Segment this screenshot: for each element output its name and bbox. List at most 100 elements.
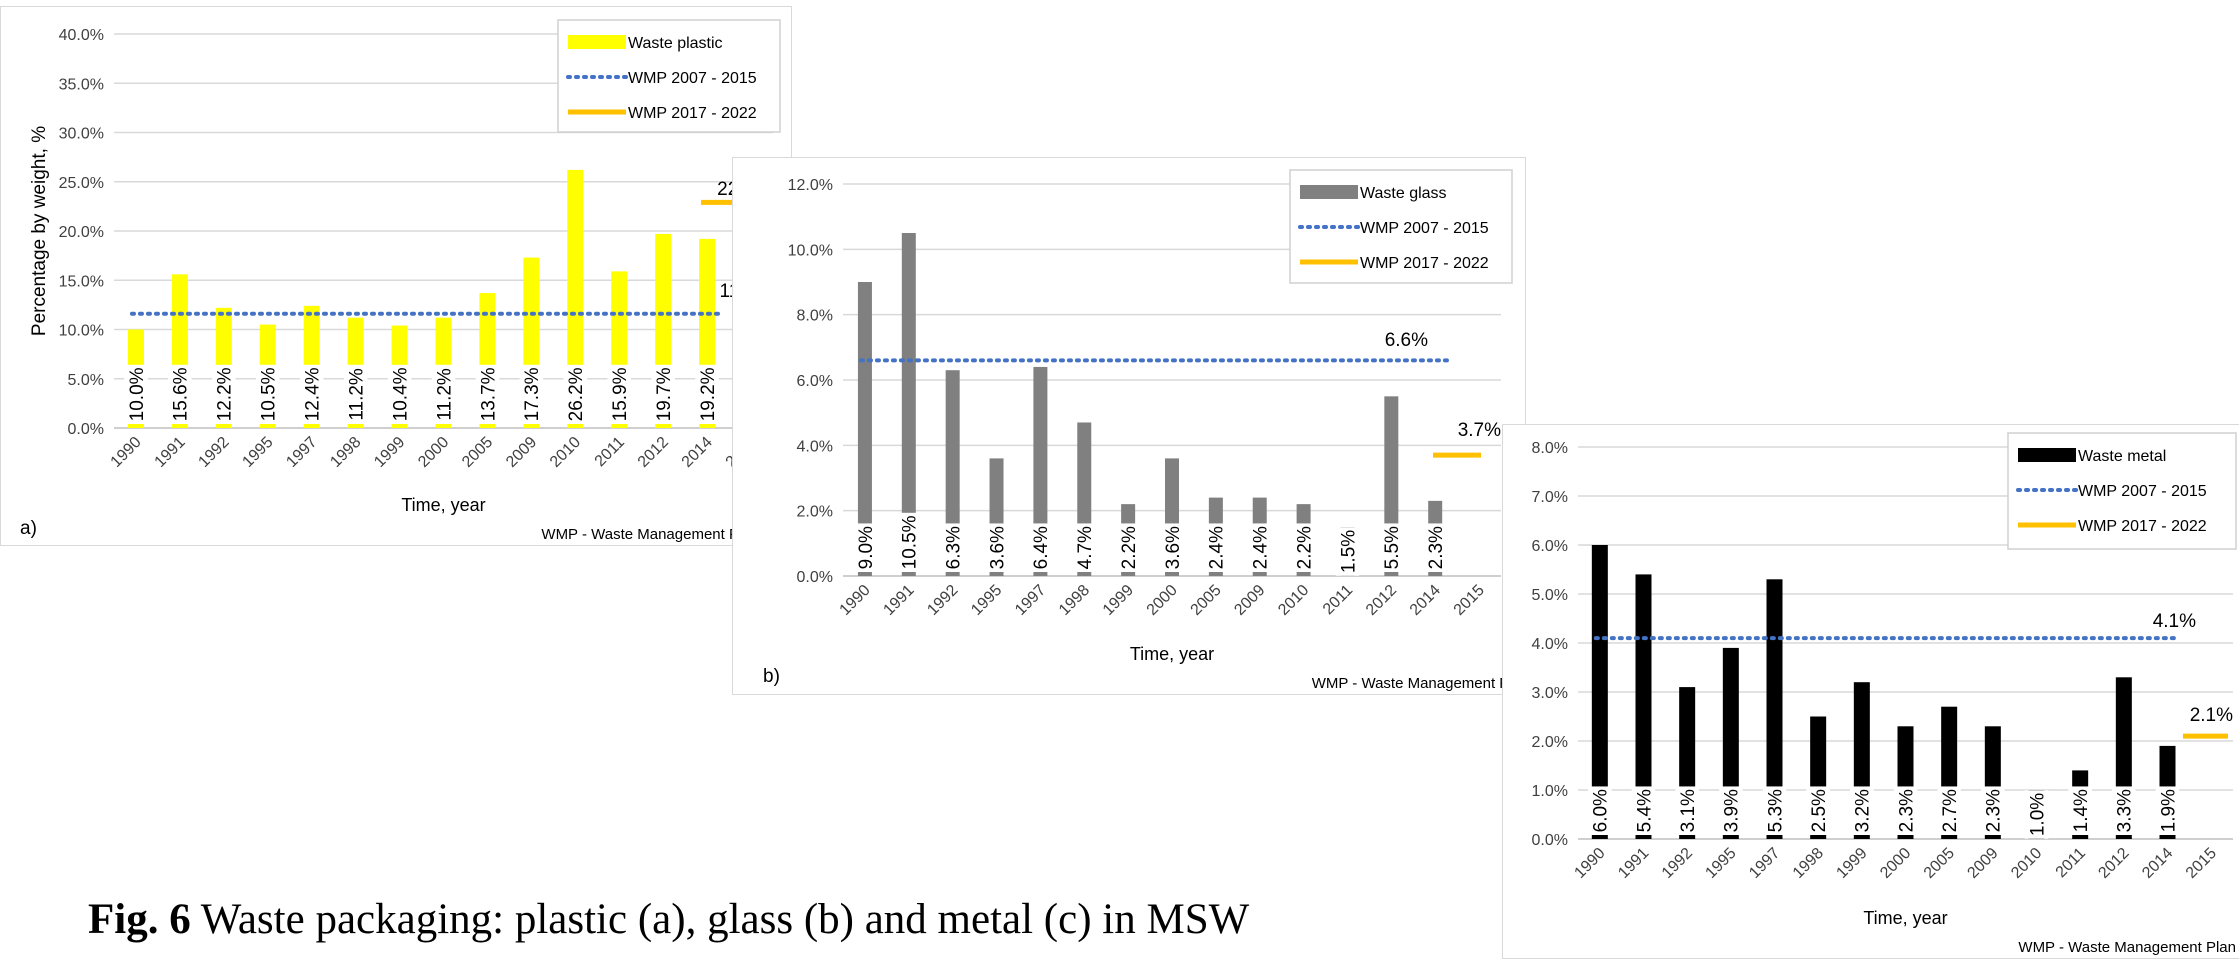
glass-data-label: 6.4% — [1031, 526, 1052, 569]
plastic-data-label-group: 13.7% — [475, 364, 499, 424]
metal-data-label: 6.0% — [1591, 789, 1612, 832]
chart-metal: 0.0% 1.0% 2.0% 3.0% 4.0% 5.0% 6.0% 7.0% 8.0% 6.0%… — [1532, 432, 2237, 956]
plastic-x-tick-label: 1998 — [327, 434, 364, 471]
metal-data-label-group: 3.1% — [1675, 786, 1699, 836]
chart-plastic: 0.0% 5.0% 10.0% 15.0% 20.0% 25.0% 30.0% 35.0% 40… — [20, 19, 781, 543]
metal-data-label: 2.7% — [1940, 789, 1961, 832]
metal-data-label-bg — [1806, 786, 1830, 836]
metal-wmp-2007-2015-label: 4.1% — [2153, 611, 2196, 632]
glass-data-label: 2.3% — [1426, 526, 1447, 569]
metal-x-axis-title: Time, year — [1863, 908, 1947, 928]
glass-x-tick-label: 1998 — [1056, 582, 1093, 619]
metal-x-tick-label: 2014 — [2139, 845, 2176, 882]
glass-x-tick-label: 1990 — [837, 582, 874, 619]
plastic-legend-label: WMP 2007 - 2015 — [628, 70, 757, 87]
metal-data-label-group: 5.3% — [1762, 786, 1787, 836]
glass-x-tick-label: 2005 — [1188, 582, 1225, 619]
glass-data-label: 4.7% — [1075, 526, 1096, 569]
metal-data-label-bg — [1588, 786, 1612, 836]
metal-data-label: 2.5% — [1809, 789, 1830, 832]
metal-data-label-group: 3.9% — [1719, 786, 1743, 836]
metal-data-label: 5.4% — [1634, 789, 1655, 832]
plastic-data-label-group: 11.2% — [431, 364, 455, 424]
glass-data-label-group: 2.2% — [1291, 523, 1315, 573]
glass-data-label: 5.5% — [1382, 526, 1403, 569]
plastic-data-label-group: 15.9% — [607, 364, 632, 424]
metal-data-label-bg — [2112, 786, 2136, 836]
metal-data-label-bg — [1850, 786, 1874, 836]
metal-data-label-bg — [2024, 790, 2049, 839]
metal-data-label: 3.1% — [1678, 789, 1699, 832]
glass-x-tick-label: 1999 — [1100, 582, 1137, 619]
plastic-x-tick-label: 2010 — [547, 434, 584, 471]
metal-bar-1997 — [1766, 579, 1783, 839]
metal-x-tick-label: 1999 — [1833, 845, 1870, 882]
glass-y-tick-label: 2.0% — [797, 504, 833, 521]
glass-x-tick-label: 2011 — [1320, 582, 1356, 618]
glass-data-label-group: 2.2% — [1116, 523, 1140, 573]
glass-x-axis-title: Time, year — [1130, 644, 1214, 664]
metal-y-tick-label: 7.0% — [1532, 489, 1568, 506]
metal-data-label-bg — [2068, 786, 2092, 836]
plastic-data-label: 11.2% — [346, 368, 367, 421]
metal-legend-label: WMP 2017 - 2022 — [2078, 518, 2207, 535]
metal-data-label-bg — [1762, 786, 1787, 836]
metal-data-label-group: 2.5% — [1806, 786, 1830, 836]
plastic-x-tick-label: 1999 — [371, 434, 408, 471]
metal-x-tick-label: 1992 — [1659, 845, 1696, 882]
glass-data-label-bg — [1028, 523, 1053, 573]
plastic-legend-label: WMP 2017 - 2022 — [628, 105, 757, 122]
glass-data-label: 2.2% — [1294, 526, 1315, 569]
glass-bar-1990 — [857, 282, 872, 576]
plastic-x-tick-label: 2014 — [679, 434, 716, 471]
glass-data-label-group: 6.3% — [940, 523, 965, 573]
plastic-data-label-bg — [695, 364, 719, 424]
glass-data-label-bg — [1247, 523, 1272, 573]
glass-data-label: 1.5% — [1338, 530, 1359, 573]
glass-data-label-group: 9.0% — [853, 523, 877, 573]
metal-x-tick-label: 1995 — [1702, 845, 1739, 882]
metal-x-tick-label: 1991 — [1615, 845, 1652, 882]
glass-data-label-bg — [1379, 523, 1404, 573]
glass-data-label-group: 6.4% — [1028, 523, 1053, 573]
plastic-data-label-group: 26.2% — [563, 364, 587, 424]
plastic-data-label: 12.4% — [303, 367, 324, 421]
plastic-x-tick-label: 2011 — [592, 434, 628, 470]
plastic-data-label-bg — [255, 364, 280, 424]
plastic-x-tick-label: 2005 — [459, 434, 496, 471]
plastic-data-label-group: 12.4% — [299, 364, 324, 424]
glass-data-label-group: 4.7% — [1072, 523, 1096, 573]
metal-wmp-2017-2022-label: 2.1% — [2190, 705, 2233, 726]
glass-data-label-bg — [853, 523, 877, 573]
plastic-x-tick-label: 1992 — [195, 434, 232, 471]
metal-data-label-group: 1.0% — [2024, 790, 2049, 839]
glass-wmp-note: WMP - Waste Management Pla — [1312, 675, 1522, 692]
metal-data-label: 3.2% — [1853, 789, 1874, 832]
plastic-y-tick-label: 30.0% — [59, 126, 104, 143]
plastic-data-label-bg — [124, 364, 148, 424]
metal-data-label-bg — [1981, 786, 2005, 836]
metal-wmp-note: WMP - Waste Management Plan — [2018, 939, 2236, 956]
plastic-x-tick-label: 1991 — [152, 434, 189, 471]
glass-data-label-bg — [897, 512, 921, 572]
plastic-x-tick-label: 1990 — [108, 434, 145, 471]
plastic-bar-2010 — [567, 169, 584, 428]
metal-x-tick-label: 2011 — [2053, 845, 2089, 881]
plastic-data-label: 13.7% — [478, 367, 499, 421]
metal-legend-label: Waste metal — [2078, 448, 2166, 465]
plastic-data-label-bg — [607, 364, 632, 424]
glass-legend-swatch-bars — [1300, 185, 1358, 199]
plastic-y-tick-label: 40.0% — [59, 27, 104, 44]
metal-data-label-group: 3.3% — [2112, 786, 2136, 836]
chart-panel-glass: 0.0% 2.0% 4.0% 6.0% 8.0% 10.0% 12.0% 9.0% 10.5% 6… — [732, 157, 1526, 695]
metal-data-label-group: 2.3% — [1893, 786, 1917, 836]
plastic-y-axis-title: Percentage by weight, % — [29, 126, 50, 336]
plastic-data-label: 26.2% — [566, 367, 587, 421]
glass-x-tick-label: 2014 — [1407, 582, 1444, 619]
plastic-data-label-group: 15.6% — [168, 364, 192, 424]
metal-data-label-bg — [1719, 786, 1743, 836]
glass-x-tick-label: 2000 — [1144, 582, 1181, 619]
plastic-data-label: 10.5% — [259, 367, 280, 421]
glass-legend-label: Waste glass — [1360, 185, 1447, 202]
glass-data-label-bg — [1116, 523, 1140, 573]
